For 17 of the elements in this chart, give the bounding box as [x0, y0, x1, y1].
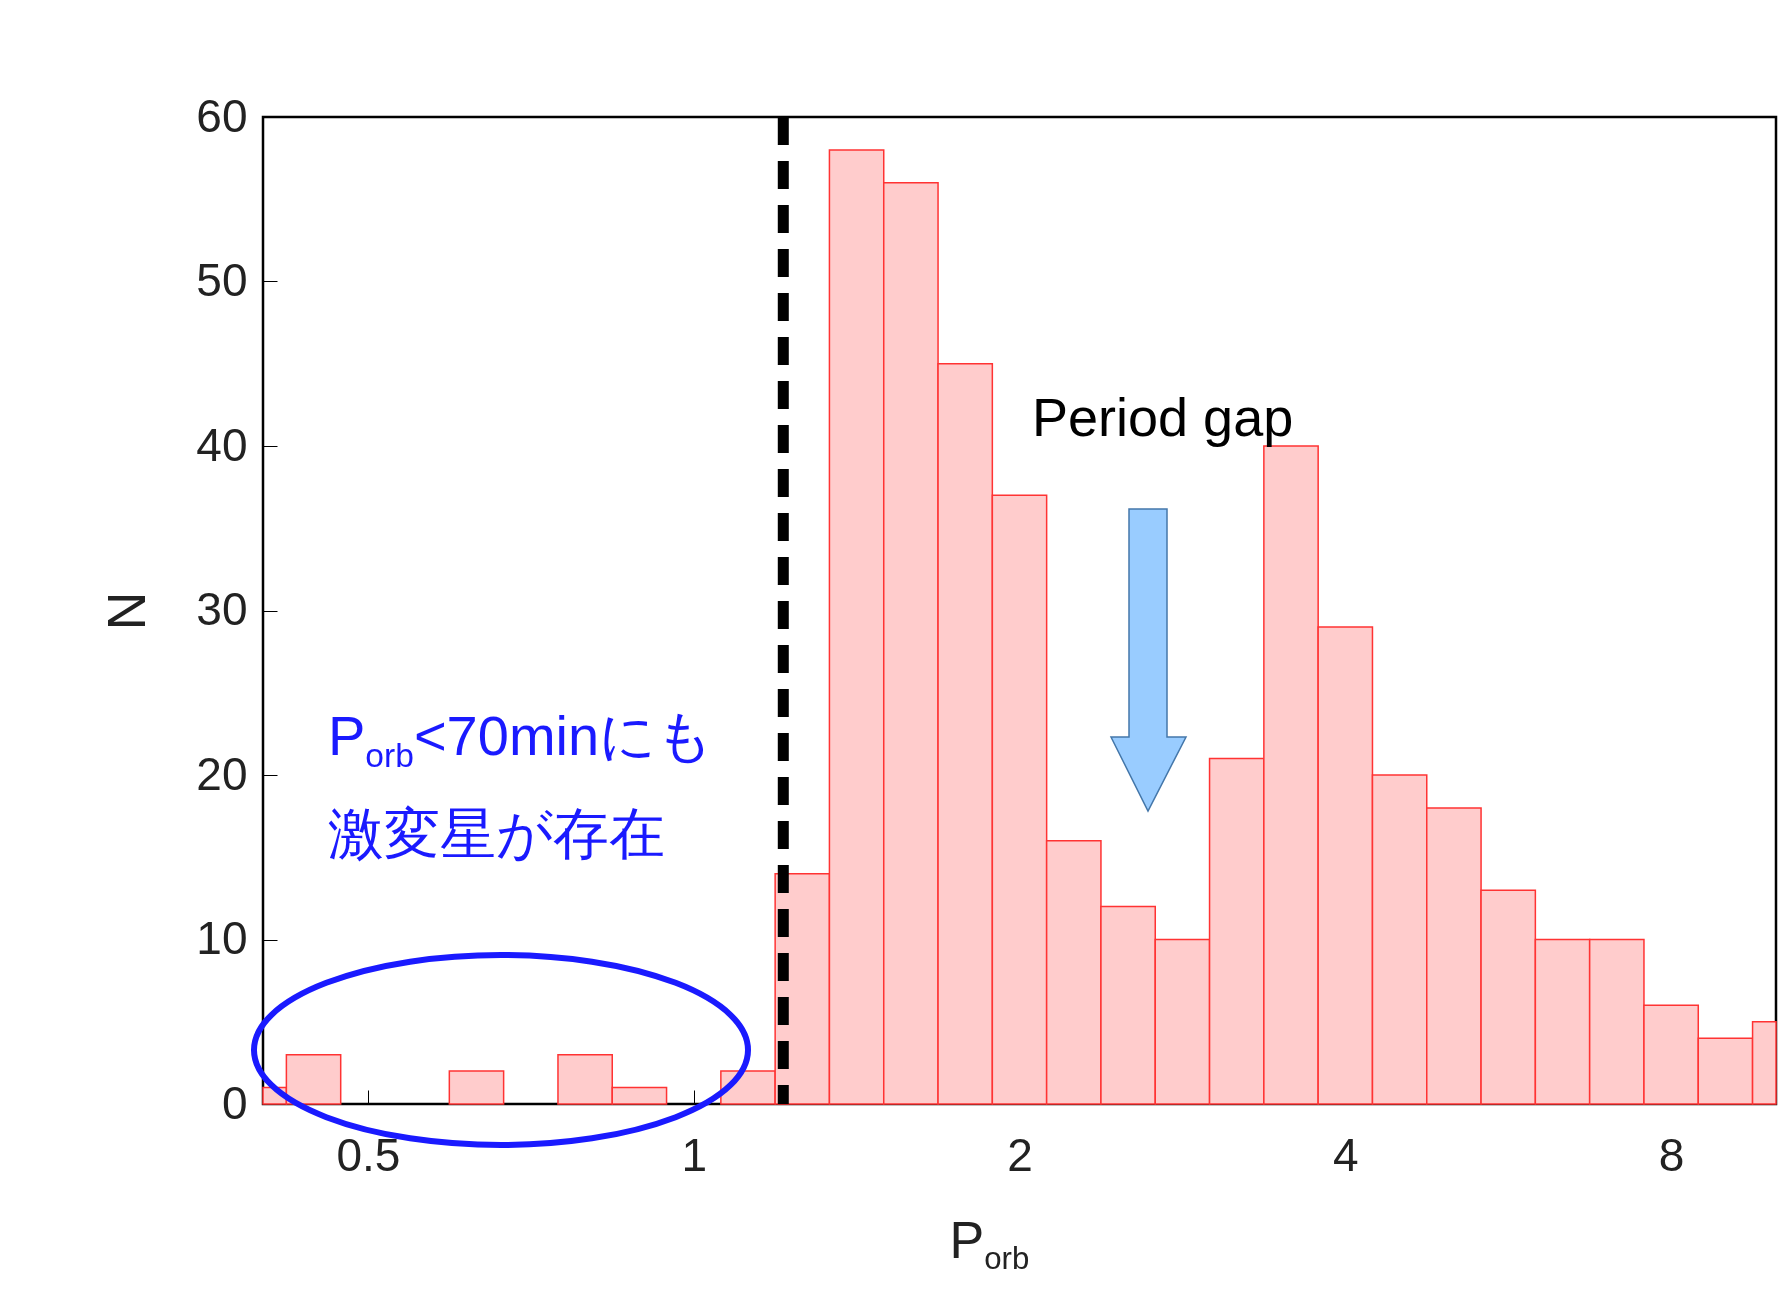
annotation: P$_{orb}$<70minにも [328, 703, 714, 777]
annotation: 激変星が存在 [328, 801, 665, 867]
x-axis-title: P$_{orb}$ [949, 1211, 1030, 1277]
x-tick-label: 8 [1658, 1128, 1685, 1181]
annotation: Period gap [1032, 386, 1294, 449]
y-axis-title: N [96, 591, 157, 631]
x-tick-label: 1 [681, 1128, 707, 1181]
y-tick-label: 50 [196, 254, 248, 306]
x-tick-label: 4 [1333, 1128, 1359, 1181]
y-tick-label: 20 [196, 747, 248, 800]
x-tick-label: 2 [1007, 1128, 1033, 1181]
x-tick-label: 0.5 [336, 1128, 401, 1181]
y-tick-label: 60 [196, 89, 248, 142]
y-tick-label: 30 [196, 583, 248, 635]
y-tick-label: 10 [196, 912, 248, 964]
y-tick-label: 40 [196, 418, 248, 471]
y-tick-label: 0 [221, 1076, 248, 1129]
